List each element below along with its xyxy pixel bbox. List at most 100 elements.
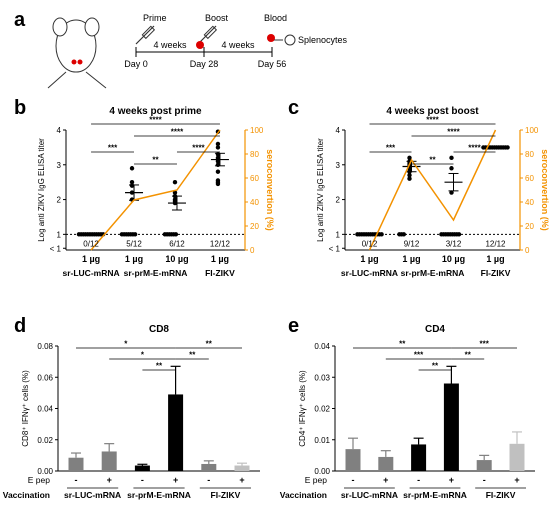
interval-label: 4 weeks xyxy=(221,40,255,50)
blood-drop-icon xyxy=(196,41,204,49)
epep-value: - xyxy=(417,475,420,485)
epep-value: - xyxy=(352,475,355,485)
bar xyxy=(378,456,394,471)
y-tick-label: 0.04 xyxy=(314,342,330,351)
y2-tick-label: 40 xyxy=(250,198,259,207)
significance-label: *** xyxy=(108,144,118,153)
data-point xyxy=(401,232,406,237)
y-tick-label: 1 xyxy=(57,230,62,239)
vaccination-row-label: Vaccination xyxy=(3,490,50,500)
y2-tick-label: 20 xyxy=(250,222,259,231)
significance-label: ** xyxy=(432,362,439,371)
group-label: sr-LUC-mRNA xyxy=(62,268,119,278)
ratio-label: 3/12 xyxy=(446,239,462,248)
data-point xyxy=(173,232,179,237)
y-tick-label: 4 xyxy=(336,126,341,135)
epep-value: + xyxy=(173,475,178,485)
group-label: FI-ZIKV xyxy=(481,268,511,278)
y2-tick-label: 100 xyxy=(525,126,539,135)
data-point xyxy=(215,141,221,147)
y-tick-label: 2 xyxy=(57,196,62,205)
data-point xyxy=(215,181,221,187)
dose-label: 1 µg xyxy=(211,254,229,264)
y-axis-label: Log anti ZIKV IgG ELISA titer xyxy=(316,138,325,242)
bar xyxy=(134,465,150,471)
y-tick-label: 0.03 xyxy=(314,373,330,382)
panel-a: a Prime Boost Blood 4 weeks 4 weeks Day xyxy=(14,9,348,89)
epep-value: + xyxy=(514,475,519,485)
data-point xyxy=(215,145,221,150)
chart-title: 4 weeks post boost xyxy=(386,106,479,117)
epep-value: + xyxy=(383,475,388,485)
dose-label: 1 µg xyxy=(82,254,100,264)
bar xyxy=(443,383,459,471)
blood-label: Blood xyxy=(264,13,287,23)
group-label: sr-prM-E-mRNA xyxy=(403,490,467,500)
epep-value: + xyxy=(107,475,112,485)
significance-label: **** xyxy=(192,144,205,153)
chart-title: CD4 xyxy=(425,324,445,335)
data-point xyxy=(379,232,384,237)
data-point xyxy=(129,166,135,171)
y-tick-label: 0.02 xyxy=(314,405,330,414)
y-axis-label: CD4⁺ IFNγ⁺ cells (%) xyxy=(298,370,307,447)
group-label: sr-prM-E-mRNA xyxy=(127,490,191,500)
ratio-label: 12/12 xyxy=(210,239,231,248)
data-point xyxy=(172,179,178,185)
panel-e: e CD4 0.00 0.01 0.02 0.03 0.04 CD4⁺ IFNγ⁺ cells… xyxy=(280,315,535,500)
dose-label: 1 µg xyxy=(486,254,504,264)
vaccination-row-label: Vaccination xyxy=(280,490,327,500)
data-point xyxy=(456,232,462,237)
y-tick-label: 2 xyxy=(336,196,341,205)
y2-tick-label: 80 xyxy=(250,150,259,159)
chart-title: CD8 xyxy=(149,324,169,335)
y2-tick-label: 100 xyxy=(250,126,264,135)
interval-label: 4 weeks xyxy=(153,40,187,50)
y2-tick-label: 0 xyxy=(250,246,255,255)
ratio-label: 0/12 xyxy=(362,239,378,248)
data-point xyxy=(407,173,412,178)
y-tick-label: 1 xyxy=(336,230,341,239)
group-label: FI-ZIKV xyxy=(205,268,235,278)
splenocytes-label: Splenocytes xyxy=(298,35,348,45)
blood-drop-icon xyxy=(267,34,275,42)
y-tick-label: 4 xyxy=(57,126,62,135)
significance-label: * xyxy=(124,340,128,349)
significance-label: ** xyxy=(399,340,406,349)
ratio-label: 6/12 xyxy=(169,239,185,248)
mouse-icon xyxy=(47,17,107,89)
data-point xyxy=(449,155,454,161)
group-label: FI-ZIKV xyxy=(211,490,241,500)
bar xyxy=(201,463,217,471)
bar xyxy=(68,457,84,471)
group-label: sr-prM-E-mRNA xyxy=(401,268,465,278)
epep-value: - xyxy=(75,475,78,485)
significance-label: **** xyxy=(447,128,460,137)
dose-label: 1 µg xyxy=(360,254,378,264)
ratio-label: 0/12 xyxy=(83,239,99,248)
ratio-label: 9/12 xyxy=(404,239,420,248)
data-point xyxy=(505,145,510,150)
panel-letter: e xyxy=(288,315,299,337)
day-label: Day 28 xyxy=(190,59,219,69)
data-point xyxy=(172,190,178,195)
bar xyxy=(509,443,525,471)
data-point xyxy=(215,159,221,164)
group-label: sr-prM-E-mRNA xyxy=(124,268,188,278)
prime-label: Prime xyxy=(143,13,167,23)
data-point xyxy=(132,232,138,237)
y2-tick-label: 60 xyxy=(250,174,259,183)
y2-tick-label: 20 xyxy=(525,222,534,231)
epep-value: + xyxy=(239,475,244,485)
panel-letter: c xyxy=(288,97,299,119)
significance-label: ** xyxy=(465,351,472,360)
y2-axis-label: seroconvertion (%) xyxy=(265,149,275,231)
significance-label: *** xyxy=(386,144,396,153)
seroconversion-line xyxy=(368,129,497,251)
dose-label: 1 µg xyxy=(402,254,420,264)
panel-d: d CD8 0.00 0.02 0.04 0.06 0.08 CD8⁺ IFNγ⁺ cells… xyxy=(3,315,260,500)
y-tick-label: 0.02 xyxy=(37,436,53,445)
seroconversion-line xyxy=(90,129,221,251)
